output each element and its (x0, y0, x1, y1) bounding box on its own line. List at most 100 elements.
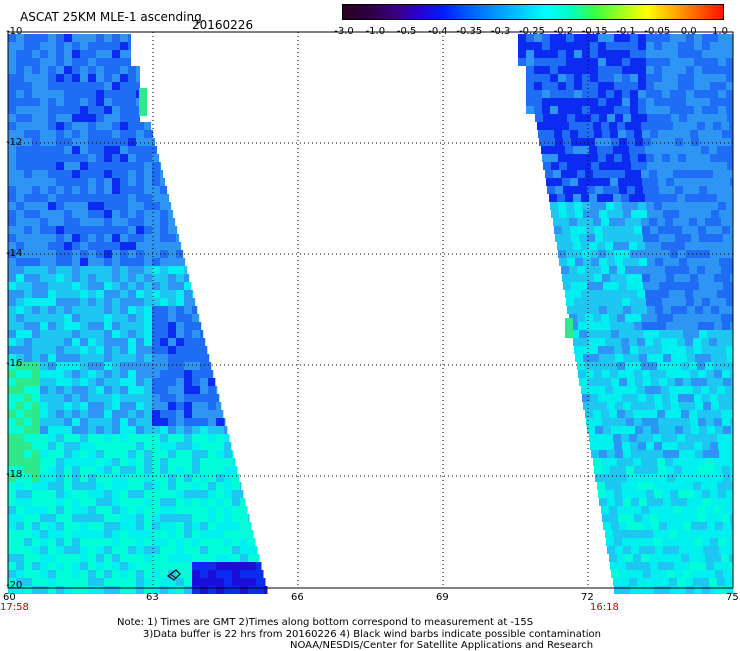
swath-cell (232, 586, 240, 594)
grid-lines (8, 32, 733, 588)
swath-cell (657, 506, 665, 514)
swath-cell (184, 338, 192, 346)
swath-cell (8, 314, 16, 322)
swath-cell (128, 458, 136, 466)
swath-cell (72, 290, 80, 298)
swath-cell (567, 210, 575, 218)
swath-cell (699, 186, 707, 194)
swath-cell (710, 58, 718, 66)
swath-cell (112, 290, 120, 298)
swath-cell (104, 258, 112, 266)
swath-cell (699, 330, 707, 338)
swath-cell (112, 562, 120, 570)
swath-cell (585, 314, 593, 322)
swath-cell (683, 138, 691, 146)
swath-cell (200, 474, 208, 482)
swath-cell (593, 170, 601, 178)
swath-cell (729, 170, 733, 178)
swath-cell (160, 266, 168, 274)
swath-cell (702, 98, 710, 106)
swath-cell (48, 146, 56, 154)
swath-cell (56, 442, 64, 450)
map-date: 20160226 (192, 18, 254, 32)
swath-cell (681, 122, 689, 130)
swath-cell (24, 426, 32, 434)
swath-cell (613, 482, 621, 490)
swath-cell (667, 234, 675, 242)
swath-cell (613, 338, 621, 346)
swath-cell (48, 314, 56, 322)
swath-cell (88, 458, 96, 466)
swath-cell (655, 210, 663, 218)
swath-cell (630, 490, 638, 498)
swath-cell (583, 402, 591, 410)
swath-cell (718, 250, 726, 258)
swath-cell (681, 266, 689, 274)
swath-cell (614, 106, 622, 114)
swath-cell (721, 458, 729, 466)
swath-cell (128, 266, 136, 274)
swath-cell (667, 474, 675, 482)
swath-cell (638, 154, 646, 162)
swath-cell (32, 498, 40, 506)
swath-cell (184, 506, 192, 514)
swath-cell (216, 498, 224, 506)
swath-cell (634, 562, 642, 570)
swath-cell (64, 450, 72, 458)
swath-cell (626, 562, 634, 570)
swath-cell (136, 178, 144, 186)
swath-cell (176, 306, 184, 314)
swath-cell (88, 242, 96, 250)
swath-cell (72, 346, 80, 354)
swath-cell (578, 274, 586, 282)
swath-cell (80, 466, 88, 474)
swath-cell (731, 282, 733, 290)
swath-cell (32, 282, 40, 290)
swath-cell (678, 394, 686, 402)
swath-cell (687, 498, 695, 506)
swath-cell (216, 386, 218, 394)
swath-cell (534, 50, 542, 58)
swath-cell (566, 90, 574, 98)
swath-cell (729, 218, 733, 226)
swath-cell (599, 402, 607, 410)
swath-cell (48, 186, 56, 194)
swath-cell (24, 146, 32, 154)
swath-cell (603, 474, 611, 482)
swath-cell (152, 226, 160, 234)
swath-cell (627, 426, 635, 434)
swath-cell (128, 578, 136, 586)
swath-cell (120, 458, 128, 466)
swath-cell (80, 306, 88, 314)
swath-cell (586, 178, 594, 186)
swath-cell (574, 106, 582, 114)
swath-cell (120, 234, 128, 242)
swath-cell (710, 250, 718, 258)
swath-cell (144, 274, 152, 282)
swath-cell (673, 266, 681, 274)
swath-cell (646, 42, 654, 50)
swath-cell (144, 306, 152, 314)
swath-cell (24, 306, 32, 314)
swath-cell (160, 226, 168, 234)
swath-cell (88, 58, 96, 66)
swath-cell (80, 338, 88, 346)
swath-cell (703, 114, 711, 122)
swath-cell (136, 274, 144, 282)
swath-cell (136, 90, 140, 98)
swath-cell (585, 170, 593, 178)
swath-cell (120, 354, 128, 362)
swath-cell (72, 258, 80, 266)
swath-cell (721, 122, 729, 130)
swath-cell (705, 122, 713, 130)
swath-cell (662, 154, 670, 162)
swath-cell (709, 290, 717, 298)
swath-cell (715, 330, 723, 338)
swath-cell (8, 546, 16, 554)
swath-cell (248, 562, 256, 570)
swath-cell (550, 42, 558, 50)
swath-cell (645, 290, 653, 298)
swath-cell (200, 362, 208, 370)
swath-cell (658, 226, 666, 234)
swath-cell (32, 578, 40, 586)
